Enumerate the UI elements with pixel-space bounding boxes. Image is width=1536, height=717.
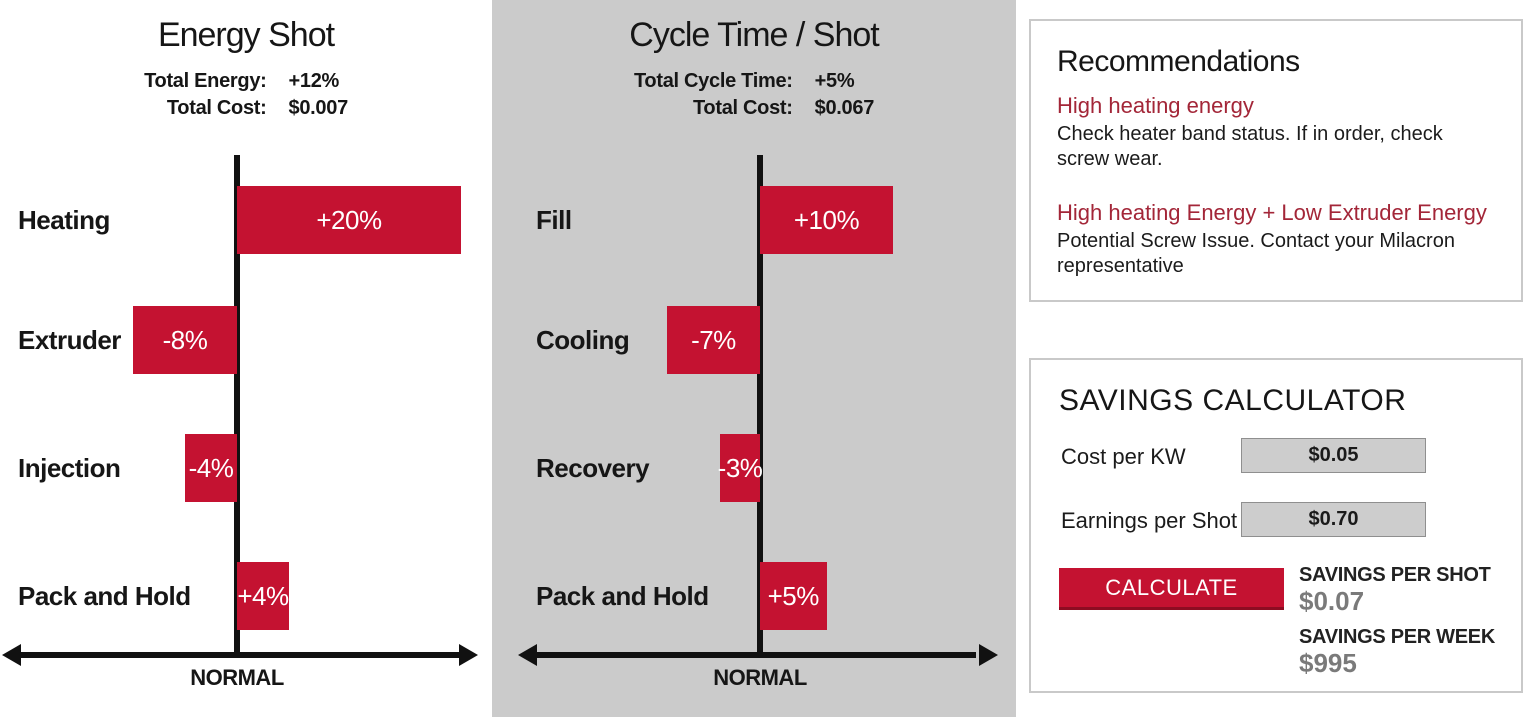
plot-area: NORMAL Heating Extruder Injection Pack a… — [0, 0, 492, 717]
axis-label-normal: NORMAL — [190, 665, 284, 690]
y-axis — [234, 155, 240, 658]
bar-value-label: +10% — [793, 204, 860, 235]
energy-shot-chart: Energy Shot Total Energy: +12% Total Cos… — [0, 0, 492, 717]
total-value: $0.007 — [288, 97, 349, 119]
bar-pack-and-hold: +5% — [760, 562, 827, 630]
recommendation-heading: High heating Energy + Low Extruder Energ… — [1057, 200, 1487, 225]
savings-calculator-title: SAVINGS CALCULATOR — [1059, 384, 1407, 417]
total-label: Total Cycle Time: — [633, 70, 793, 92]
recommendation-body: Potential Screw Issue. Contact your Mila… — [1057, 230, 1455, 277]
recommendations-panel: Recommendations High heating energy Chec… — [1029, 19, 1523, 302]
x-axis — [536, 652, 976, 658]
savings-per-week-value: $995 — [1299, 648, 1357, 678]
category-label-extruder: Extruder — [18, 324, 121, 355]
bar-pack-and-hold: +4% — [237, 562, 289, 630]
plot-area: NORMAL Fill Cooling Recovery Pack and Ho… — [492, 0, 1016, 717]
savings-per-shot-label: SAVINGS PER SHOT — [1299, 564, 1491, 586]
axis-arrow-left-icon — [518, 644, 537, 666]
category-label-heating: Heating — [18, 204, 110, 235]
chart-totals: Total Cycle Time: +5% Total Cost: $0.067 — [492, 70, 1016, 120]
category-label-pack-and-hold: Pack and Hold — [18, 580, 191, 611]
savings-calculator-panel: SAVINGS CALCULATOR Cost per KW Earnings … — [1029, 358, 1523, 693]
bar-value-label: -7% — [691, 324, 736, 355]
chart-totals: Total Energy: +12% Total Cost: $0.007 — [0, 70, 492, 120]
earnings-per-shot-label: Earnings per Shot — [1061, 508, 1238, 533]
axis-arrow-right-icon — [979, 644, 998, 666]
calculate-button[interactable]: CALCULATE — [1059, 568, 1284, 610]
savings-per-week-result: SAVINGS PER WEEK $995 — [1299, 626, 1495, 677]
total-value: +5% — [814, 70, 855, 92]
category-label-fill: Fill — [536, 204, 572, 235]
axis-arrow-right-icon — [459, 644, 478, 666]
bar-heating: +20% — [237, 186, 461, 254]
bar-value-label: -8% — [162, 324, 208, 355]
cost-per-kw-input[interactable] — [1241, 438, 1426, 473]
bar-value-label: +20% — [316, 204, 382, 235]
category-label-pack-and-hold: Pack and Hold — [536, 580, 709, 611]
earnings-per-shot-input[interactable] — [1241, 502, 1426, 537]
chart-title: Energy Shot — [157, 16, 335, 54]
category-label-recovery: Recovery — [536, 452, 650, 483]
savings-per-shot-result: SAVINGS PER SHOT $0.07 — [1299, 564, 1491, 615]
bar-value-label: -3% — [717, 452, 763, 483]
total-label: Total Cost: — [166, 97, 267, 119]
axis-label-normal: NORMAL — [713, 665, 807, 690]
y-axis — [757, 155, 763, 658]
recommendations-title: Recommendations — [1057, 45, 1300, 78]
total-value: $0.067 — [814, 97, 875, 119]
savings-per-week-label: SAVINGS PER WEEK — [1299, 626, 1495, 648]
cycle-time-chart: Cycle Time / Shot Total Cycle Time: +5% … — [492, 0, 1016, 717]
x-axis — [16, 652, 462, 658]
category-label-cooling: Cooling — [536, 324, 630, 355]
bar-cooling: -7% — [666, 306, 760, 374]
category-label-injection: Injection — [18, 452, 121, 483]
bar-recovery: -3% — [717, 434, 763, 502]
bar-extruder: -8% — [133, 306, 237, 374]
bar-injection: -4% — [185, 434, 237, 502]
recommendation-item: High heating Energy + Low Extruder Energ… — [1057, 200, 1495, 279]
bar-value-label: -4% — [188, 452, 234, 483]
recommendation-body: Check heater band status. If in order, c… — [1057, 123, 1443, 170]
total-label: Total Cost: — [692, 97, 793, 119]
bar-value-label: +5% — [767, 580, 820, 611]
total-value: +12% — [288, 70, 340, 92]
chart-title: Cycle Time / Shot — [629, 16, 879, 54]
savings-per-shot-value: $0.07 — [1299, 586, 1365, 616]
recommendation-item: High heating energy Check heater band st… — [1057, 93, 1495, 172]
cost-per-kw-label: Cost per KW — [1061, 444, 1186, 469]
bar-value-label: +4% — [237, 580, 289, 611]
total-label: Total Energy: — [144, 70, 267, 92]
bar-fill: +10% — [760, 186, 893, 254]
recommendation-heading: High heating energy — [1057, 93, 1254, 118]
axis-arrow-left-icon — [2, 644, 21, 666]
